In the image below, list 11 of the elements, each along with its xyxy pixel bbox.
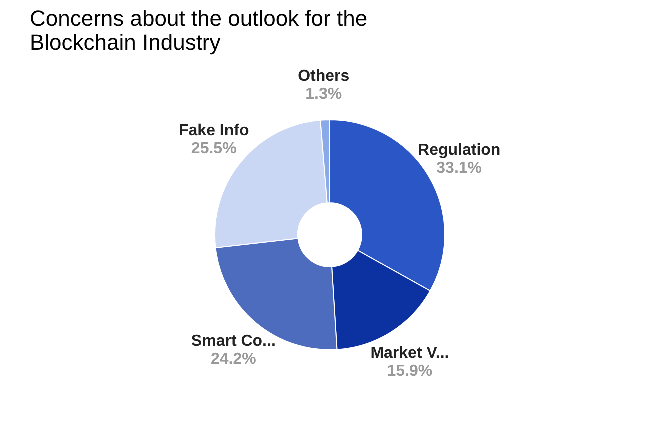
slice-label: Market V... (370, 344, 450, 362)
data-label: 24.2% (210, 350, 256, 368)
data-label: 15.9% (387, 362, 433, 380)
slice-label: Smart Co... (191, 332, 276, 350)
slice-label: Others (298, 68, 350, 86)
slice-label: Regulation (418, 142, 501, 160)
data-label: 1.3% (306, 86, 342, 104)
data-label: 33.1% (436, 160, 482, 178)
slice-label: Fake Info (179, 122, 250, 140)
chart-title: Concerns about the outlook for the Blockchain Industry (30, 6, 368, 55)
data-label: 25.5% (191, 140, 237, 158)
